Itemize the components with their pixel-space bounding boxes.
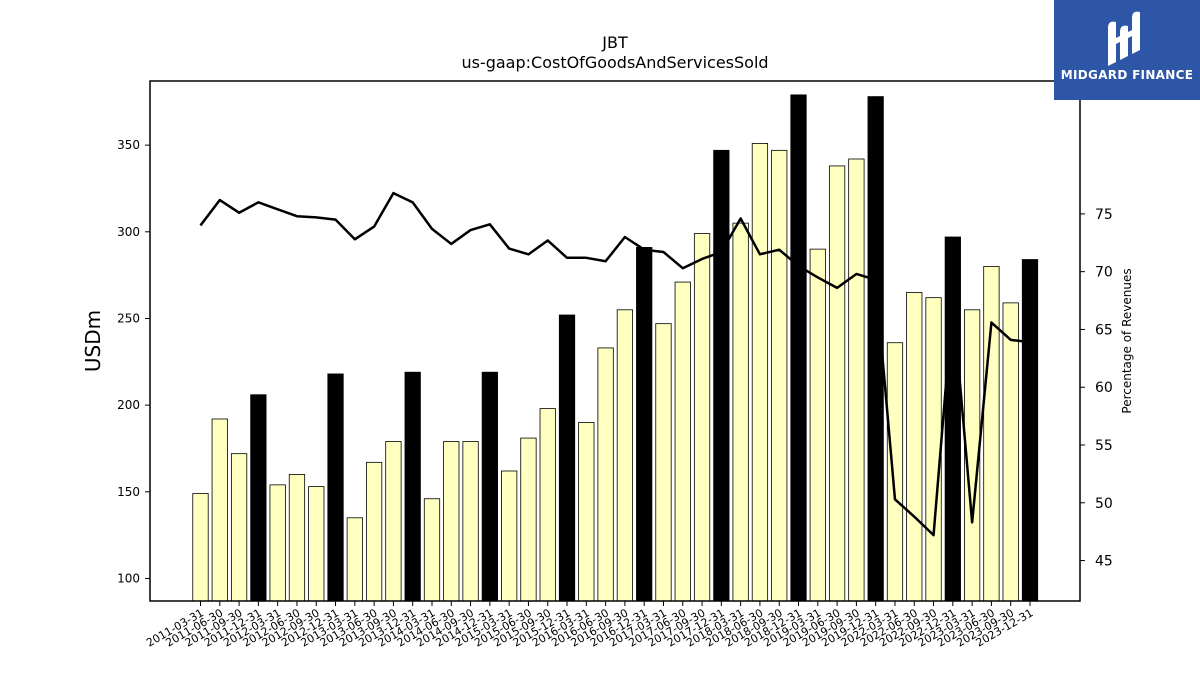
y-tick-label: 350 <box>117 138 140 152</box>
y-tick-label: 100 <box>117 571 140 585</box>
bar <box>423 498 441 602</box>
bar <box>674 281 691 602</box>
y2-tick-label: 55 <box>1095 438 1113 454</box>
bar <box>269 484 286 602</box>
logo-mark-icon <box>1108 11 1140 67</box>
y2-tick-label: 65 <box>1095 322 1113 338</box>
bar <box>327 373 344 602</box>
bar <box>308 486 325 602</box>
bar <box>288 474 306 602</box>
bar <box>906 292 923 602</box>
x-axis-ticks: 2011-03-312011-06-302011-09-302011-12-31… <box>144 601 1036 650</box>
bar <box>848 158 865 602</box>
y2-tick-label: 45 <box>1095 554 1113 570</box>
bar <box>346 517 363 602</box>
bar <box>211 418 228 602</box>
y2-tick-label: 70 <box>1095 265 1113 281</box>
left-axis-ticks: 100 150 200 250 300 350 <box>117 138 150 585</box>
bar <box>404 371 421 602</box>
bar <box>539 408 556 602</box>
bar <box>944 236 961 602</box>
logo-text: MIDGARD FINANCE <box>1060 68 1194 82</box>
y2-tick-label: 75 <box>1095 207 1113 223</box>
bar <box>230 453 248 602</box>
bar <box>250 394 267 602</box>
y-tick-label: 250 <box>117 311 140 325</box>
y-axis-label: USDm <box>81 310 105 372</box>
bar <box>828 165 846 602</box>
bar-series <box>192 94 1039 602</box>
bar <box>365 461 383 602</box>
y2-tick-label: 50 <box>1095 496 1113 512</box>
bar <box>732 222 749 602</box>
y2-tick-label: 60 <box>1095 380 1113 396</box>
bar <box>1002 302 1019 602</box>
bar <box>481 371 498 602</box>
chart-title: JBT <box>601 33 628 52</box>
bar <box>983 266 1000 602</box>
bar <box>713 149 730 602</box>
percentage-line <box>199 191 1031 537</box>
bar <box>443 441 460 602</box>
brand-logo: MIDGARD FINANCE <box>1054 0 1200 100</box>
bar <box>636 246 653 602</box>
bar <box>809 248 826 602</box>
bar <box>1021 259 1039 602</box>
y-tick-label: 200 <box>117 398 140 412</box>
bar <box>192 493 209 602</box>
bar <box>597 347 614 602</box>
bar <box>558 314 576 602</box>
bar <box>520 437 537 602</box>
bar <box>925 297 942 602</box>
bar <box>751 142 769 602</box>
y-tick-label: 300 <box>117 225 140 239</box>
line-series <box>199 191 1031 537</box>
bar <box>501 470 518 602</box>
bar <box>790 94 807 602</box>
chart-subtitle: us-gaap:CostOfGoodsAndServicesSold <box>461 53 768 72</box>
right-axis-ticks: 45 50 55 60 65 70 75 <box>1080 207 1113 570</box>
bar <box>655 323 672 602</box>
bar <box>616 309 634 602</box>
y2-axis-label: Percentage of Revenues <box>1120 268 1134 413</box>
y-tick-label: 150 <box>117 485 140 499</box>
bar <box>462 441 479 602</box>
bar <box>385 441 402 602</box>
bar <box>771 149 788 602</box>
plot-frame <box>149 80 1081 602</box>
bar <box>886 342 904 602</box>
bar <box>578 422 595 602</box>
bar <box>693 233 711 602</box>
